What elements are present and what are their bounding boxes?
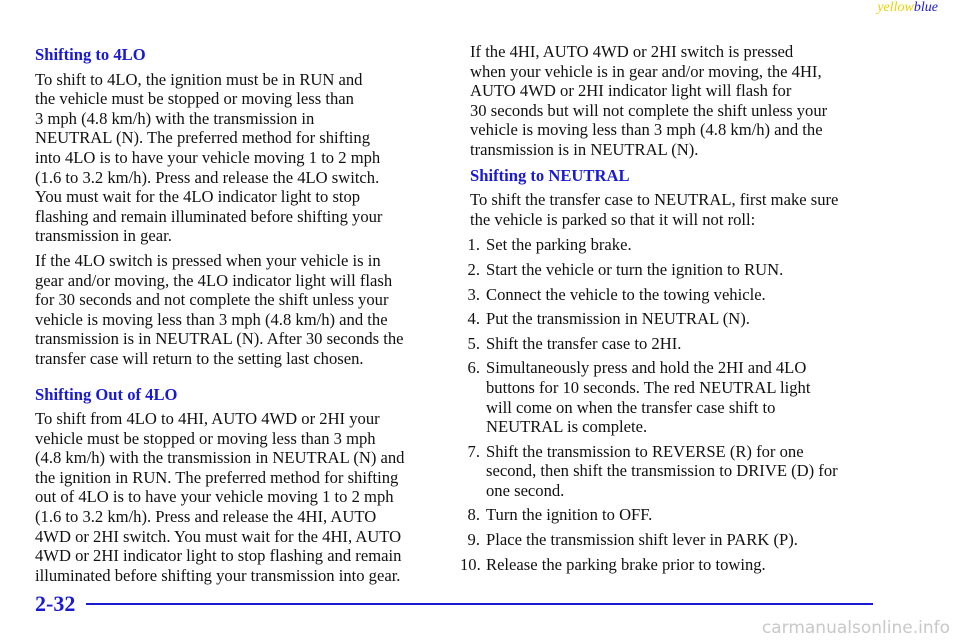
text-line: will come on when the transfer case shif… [486,397,776,417]
text-line: 4WD or 2HI indicator light to stop flash… [35,546,402,566]
list-item: 1. Set the parking brake. [468,235,890,255]
text-line: 30 seconds but will not complete the shi… [470,100,828,120]
item-number: 8. [467,505,480,525]
item-body: Put the transmission in NEUTRAL (N). [486,309,750,329]
text-line: Release the parking brake prior to towin… [486,554,766,574]
text-line: (1.6 to 3.2 km/h). Press and release the… [35,507,377,527]
text-line: NEUTRAL (N). The preferred method for sh… [35,128,371,148]
item-body: Turn the ignition to OFF. [486,505,652,525]
text-line: (4.8 km/h) with the transmission in NEUT… [35,448,405,468]
text-line: vehicle is moving less than 3 mph (4.8 k… [470,120,823,140]
text-line: AUTO 4WD or 2HI indicator light will fla… [470,81,792,101]
text-line: out of 4LO is to have your vehicle movin… [35,487,394,507]
text-line: To shift to 4LO, the ignition must be in… [35,69,363,89]
list-item: 9. Place the transmission shift lever in … [468,530,890,550]
header-yellow: yellow [877,0,914,15]
item-number: 2. [467,259,480,279]
text-line: transmission is in NEUTRAL (N). After 30… [35,329,404,349]
list-item: 5. Shift the transfer case to 2HI. [468,334,890,354]
heading: Shifting Out of 4LO [35,384,178,404]
text-line: transfer case will return to the setting… [35,348,364,368]
paragraph: If the 4HI, AUTO 4WD or 2HI switch is pr… [470,42,890,160]
item-body: Start the vehicle or turn the ignition t… [486,260,783,280]
item-body: Release the parking brake prior to towin… [486,555,766,575]
text-line: transmission is in NEUTRAL (N). [470,139,699,159]
item-number: 7. [467,441,480,461]
list-item: 8. Turn the ignition to OFF. [468,505,890,525]
paragraph: To shift from 4LO to 4HI, AUTO 4WD or 2H… [35,409,445,585]
paragraph: To shift to 4LO, the ignition must be in… [35,70,445,246]
text-line: gear and/or moving, the 4LO indicator li… [35,270,393,290]
text-line: Shift the transfer case to 2HI. [486,333,682,353]
text-line: Turn the ignition to OFF. [486,505,653,525]
text-line: Put the transmission in NEUTRAL (N). [486,309,750,329]
text-line: Place the transmission shift lever in PA… [486,530,798,550]
text-line: the vehicle must be stopped or moving le… [35,89,354,109]
text-line: one second. [486,480,565,500]
text-line: the ignition in RUN. The preferred metho… [35,467,399,487]
item-body: Simultaneously press and hold the 2HI an… [486,358,810,436]
text-line: for 30 seconds and not complete the shif… [35,290,389,310]
left-column: Shifting to 4LO To shift to 4LO, the igni… [35,41,445,590]
list-item: 7. Shift the transmission to REVERSE (R) … [468,442,890,501]
text-line: To shift the transfer case to NEUTRAL, f… [470,190,839,210]
text-line: Shift the transmission to REVERSE (R) fo… [486,441,804,461]
heading: Shifting to 4LO [35,45,146,64]
item-number: 6. [467,358,480,378]
text-line: second, then shift the transmission to D… [486,461,838,481]
list-item: 2. Start the vehicle or turn the ignition… [468,260,890,280]
header-blue: blue [913,0,938,15]
text-line: Set the parking brake. [486,235,632,255]
text-line: 3 mph (4.8 km/h) with the transmission i… [35,108,315,128]
item-body: Shift the transfer case to 2HI. [486,334,681,354]
item-number: 5. [467,333,480,353]
item-number: 9. [467,530,480,550]
text-line: 4WD or 2HI switch. You must wait for the… [35,526,402,546]
list-item: 3. Connect the vehicle to the towing vehi… [468,285,890,305]
text-line: You must wait for the 4LO indicator ligh… [35,187,361,207]
text-line: vehicle must be stopped or moving less t… [35,428,376,448]
item-body: Place the transmission shift lever in PA… [486,530,798,550]
item-body: Set the parking brake. [486,235,632,255]
text-line: transmission in gear. [35,226,172,246]
text-line: If the 4LO switch is pressed when your v… [35,250,381,270]
text-line: when your vehicle is in gear and/or movi… [470,61,822,81]
text-line: into 4LO is to have your vehicle moving … [35,147,381,167]
item-body: Connect the vehicle to the towing vehicl… [486,285,766,305]
item-number: 3. [467,284,480,304]
text-line: To shift from 4LO to 4HI, AUTO 4WD or 2H… [35,409,380,429]
item-number: 10. [460,554,481,574]
watermark: carmanualsonline.info [761,618,950,638]
text-line: vehicle is moving less than 3 mph (4.8 k… [35,309,388,329]
text-line: (1.6 to 3.2 km/h). Press and release the… [35,167,380,187]
item-number: 4. [467,309,480,329]
text-line: Start the vehicle or turn the ignition t… [486,259,784,279]
text-line: If the 4HI, AUTO 4WD or 2HI switch is pr… [470,42,794,61]
paragraph: To shift the transfer case to NEUTRAL, f… [470,190,890,229]
item-number: 1. [467,235,480,255]
paragraph: If the 4LO switch is pressed when your v… [35,251,445,369]
text-line: NEUTRAL is complete. [486,417,648,437]
page-number: 2-32 [35,591,76,616]
list-item: 4. Put the transmission in NEUTRAL (N). [468,309,890,329]
text-line: Connect the vehicle to the towing vehicl… [486,284,766,304]
header: yellowblue [877,0,938,16]
item-body: Shift the transmission to REVERSE (R) fo… [486,442,838,501]
text-line: flashing and remain illuminated before s… [35,206,383,226]
heading: Shifting to NEUTRAL [470,165,630,185]
text-line: illuminated before shifting your transmi… [35,565,401,585]
text-line: Simultaneously press and hold the 2HI an… [486,358,807,378]
footer-rule [86,603,873,605]
right-column: If the 4HI, AUTO 4WD or 2HI switch is pr… [460,42,890,579]
list-item: 10. Release the parking brake prior to to… [460,555,890,575]
numbered-list: 1. Set the parking brake. 2. Start the vehi… [460,235,890,575]
text-line: the vehicle is parked so that it will no… [470,209,756,229]
text-line: buttons for 10 seconds. The red NEUTRAL … [486,377,811,397]
list-item: 6. Simultaneously press and hold the 2HI … [468,358,890,436]
